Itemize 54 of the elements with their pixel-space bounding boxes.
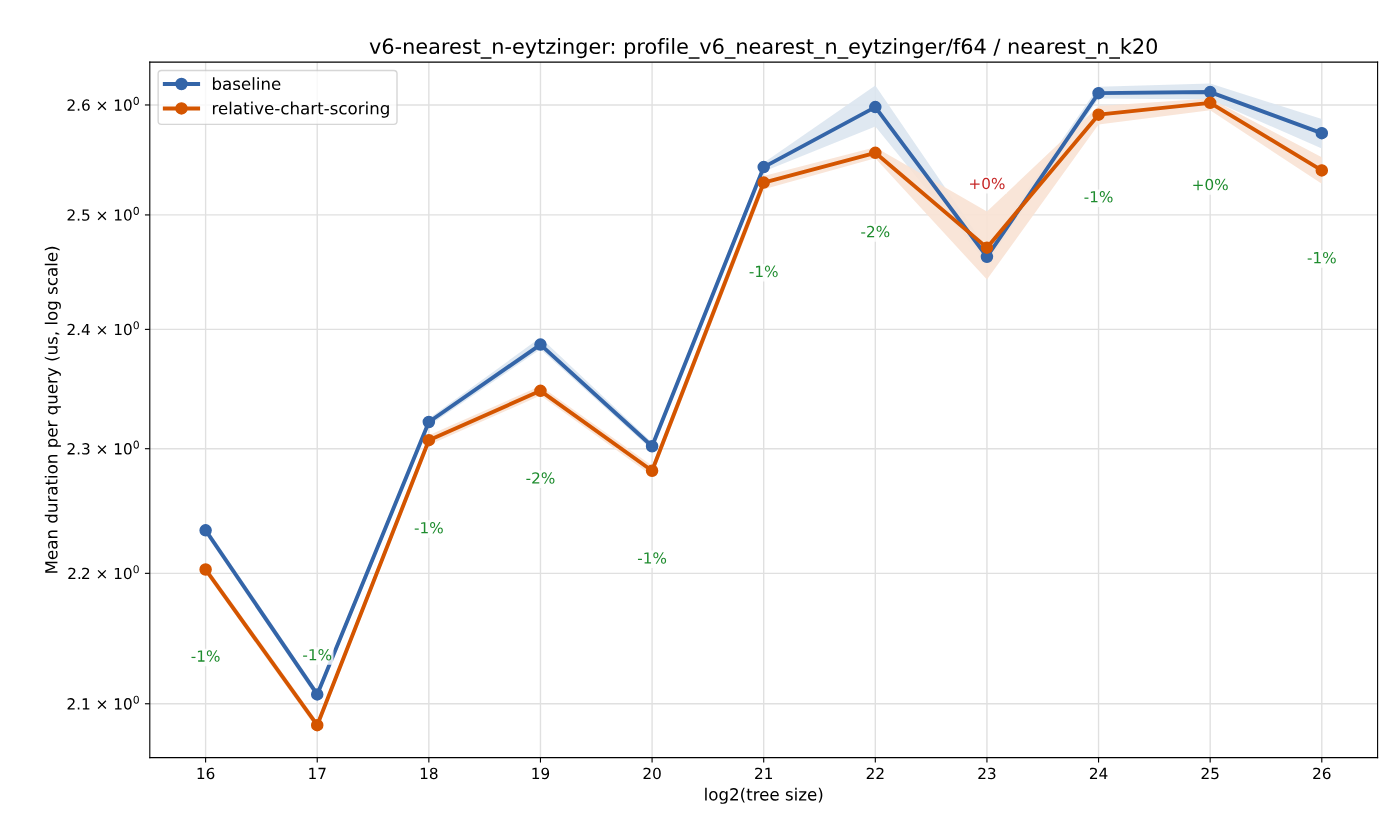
legend-label: relative-chart-scoring: [212, 101, 389, 118]
point: [422, 415, 436, 429]
x-tick-label: 24: [1089, 767, 1108, 780]
point: [1203, 85, 1217, 99]
annotation: -1%: [637, 552, 667, 564]
x-tick-label: 22: [866, 767, 884, 780]
x-tick-label: 17: [309, 767, 326, 780]
x-tick-label: 20: [643, 767, 661, 780]
annotation: -1%: [191, 650, 220, 662]
annotation: -2%: [861, 225, 890, 238]
point: [1092, 108, 1105, 121]
point: [199, 563, 212, 576]
x-tick-label: 23: [978, 767, 996, 780]
x-tick-label: 21: [755, 767, 773, 780]
annotation: -1%: [303, 648, 332, 661]
x-tick-label: 18: [420, 767, 438, 780]
point: [1315, 164, 1329, 177]
annotation: -1%: [749, 265, 778, 278]
point: [645, 440, 659, 453]
point: [757, 176, 770, 189]
x-tick-label: 19: [532, 767, 550, 780]
point: [645, 464, 659, 477]
point: [534, 338, 547, 351]
y-tick-label: 2.5 × 10$^{0}$: [67, 206, 139, 221]
point: [869, 146, 882, 160]
point: [1203, 96, 1217, 110]
y-tick-label: 2.4 × 10$^{0}$: [67, 321, 139, 336]
x-tick-label: 16: [197, 767, 215, 780]
x-tick-label: 26: [1313, 767, 1331, 780]
y-tick-label: 2.3 × 10$^{0}$: [67, 440, 139, 455]
annotation: +0%: [970, 177, 1005, 190]
chart-title: v6-nearest_n-eytzinger: profile_v6_nearest_n_eytzinger/f64 / nearest_n_k20: [369, 38, 1158, 59]
annotation: +0%: [1193, 178, 1228, 191]
x-axis-title: log2(tree size): [705, 787, 823, 804]
annotation: -1%: [1084, 191, 1113, 203]
legend-label: baseline: [212, 77, 281, 91]
point: [534, 384, 547, 398]
annotation: -1%: [1307, 251, 1336, 264]
point: [199, 524, 212, 537]
y-tick-label: 2.6 × 10$^{0}$: [67, 96, 139, 111]
point: [1315, 126, 1329, 140]
point: [757, 160, 770, 174]
y-axis-title: Mean duration per query (us, log scale): [44, 246, 61, 573]
annotation: -2%: [526, 472, 555, 484]
point: [980, 241, 994, 254]
point: [310, 688, 324, 701]
point: [1092, 86, 1105, 100]
y-tick-label: 2.1 × 10$^{0}$: [67, 695, 139, 710]
point: [310, 718, 324, 732]
point: [422, 433, 436, 447]
point: [869, 100, 882, 114]
x-tick-label: 25: [1201, 767, 1219, 780]
annotation: -1%: [414, 521, 443, 534]
y-tick-label: 2.2 × 10$^{0}$: [68, 565, 139, 580]
